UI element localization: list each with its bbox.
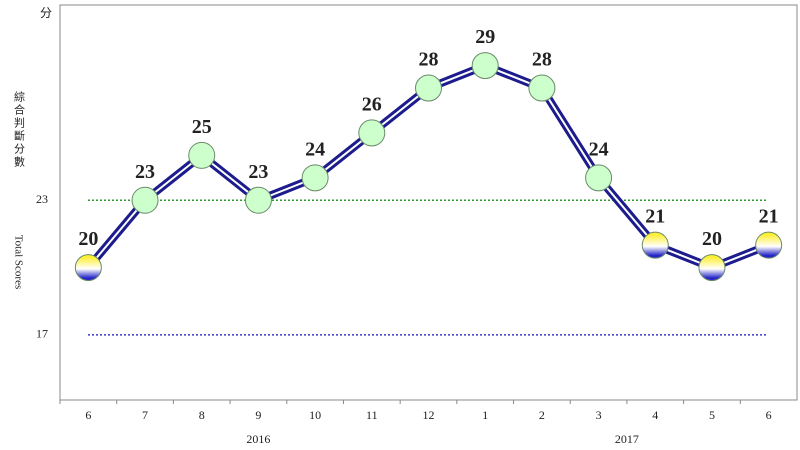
value-label: 24 [305,138,325,160]
x-tick-label: 10 [309,408,321,422]
marker [131,186,159,214]
value-label: 24 [589,138,609,160]
value-label: 23 [248,161,268,183]
marker [698,254,726,282]
marker [528,74,556,102]
y-unit: 分 [40,6,52,20]
value-label: 29 [475,26,495,48]
x-tick-label: 1 [482,408,488,422]
x-group-label: 2017 [615,432,639,446]
marker [755,231,783,259]
marker [301,164,329,192]
value-label: 23 [135,161,155,183]
y-tick-label: 23 [36,192,48,206]
marker [244,186,272,214]
marker [415,74,442,102]
value-label: 21 [759,206,779,228]
x-tick-label: 12 [423,408,435,422]
x-group-label: 2016 [246,432,270,446]
x-tick-label: 6 [85,408,91,422]
marker [74,254,102,282]
x-tick-label: 8 [199,408,205,422]
value-label: 25 [192,116,212,138]
x-tick-label: 4 [652,408,658,422]
y-axis-label-en: Total Scores [12,235,24,290]
value-label: 28 [419,49,439,71]
value-label: 28 [532,49,552,71]
x-tick-label: 5 [709,408,715,422]
x-tick-label: 11 [366,408,378,422]
marker [585,164,613,192]
marker [188,141,216,169]
value-label: 21 [645,206,665,228]
value-label: 20 [78,228,98,250]
x-tick-label: 6 [766,408,772,422]
y-axis-label: 綜合判斷分數 [12,90,25,169]
value-label: 20 [702,228,722,250]
marker [641,231,669,259]
x-tick-label: 9 [255,408,261,422]
marker [471,52,499,80]
x-tick-label: 7 [142,408,148,422]
x-tick-label: 3 [596,408,602,422]
marker [358,119,386,147]
y-tick-label: 17 [36,327,48,341]
value-label: 26 [362,94,382,116]
x-tick-label: 2 [539,408,545,422]
